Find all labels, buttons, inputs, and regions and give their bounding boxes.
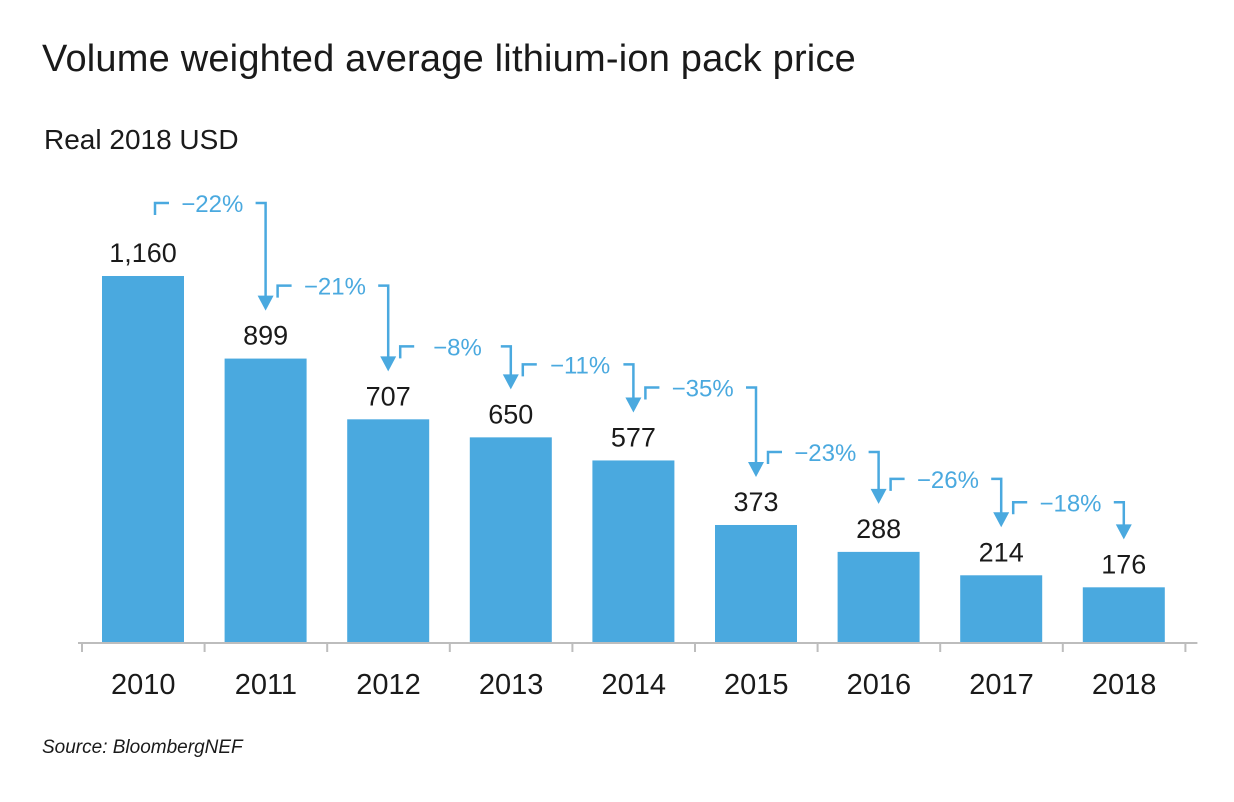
value-label-2015: 373 xyxy=(733,487,778,517)
change-2012-2013-bracket-right xyxy=(500,345,513,376)
x-tick-label-2011: 2011 xyxy=(235,669,297,701)
change-2014-2015-arrow xyxy=(748,461,764,477)
value-label-2018: 176 xyxy=(1101,549,1146,579)
change-2010-2011-bracket-right xyxy=(255,201,267,297)
value-label-2014: 577 xyxy=(611,422,656,452)
bar-2010 xyxy=(102,276,184,643)
x-tick-label-2014: 2014 xyxy=(601,669,666,701)
change-2014-2015-bracket-right xyxy=(746,386,758,463)
change-2013-2014-label: −11% xyxy=(550,352,610,379)
change-2017-2018-bracket-right xyxy=(1113,501,1126,526)
change-2014-2015-label: −35% xyxy=(672,375,734,402)
change-2015-2016-label: −23% xyxy=(794,440,856,467)
change-2015-2016-bracket-left xyxy=(766,450,782,464)
source-note: Source: BloombergNEF xyxy=(42,737,243,758)
change-2017-2018-label: −18% xyxy=(1039,490,1101,517)
x-tick-label-2018: 2018 xyxy=(1092,669,1157,701)
chart-subtitle: Real 2018 USD xyxy=(44,124,239,155)
chart-title: Volume weighted average lithium-ion pack… xyxy=(42,38,856,80)
change-2013-2014-bracket-right xyxy=(623,363,635,399)
bar-2016 xyxy=(837,551,920,643)
change-2012-2013-label: −8% xyxy=(433,334,482,361)
change-2010-2011-label: −22% xyxy=(181,191,243,218)
change-2011-2012-bracket-right xyxy=(378,284,390,358)
change-2016-2017-arrow xyxy=(993,512,1010,528)
x-tick-label-2015: 2015 xyxy=(724,669,789,701)
change-2017-2018-arrow xyxy=(1115,524,1132,540)
x-tick-label-2017: 2017 xyxy=(969,669,1034,701)
value-label-2016: 288 xyxy=(856,514,901,544)
change-2013-2014-bracket-left xyxy=(521,363,537,377)
bar-2015 xyxy=(715,524,797,643)
bar-2018 xyxy=(1082,587,1165,643)
x-tick-label-2013: 2013 xyxy=(479,669,544,701)
bar-2012 xyxy=(347,419,430,643)
change-2016-2017-label: −26% xyxy=(917,467,979,494)
change-2011-2012-bracket-left xyxy=(276,284,292,298)
change-2015-2016-arrow xyxy=(870,488,887,504)
change-2011-2012-label: −21% xyxy=(304,274,366,301)
change-2011-2012-arrow xyxy=(380,356,397,372)
change-2017-2018-bracket-left xyxy=(1011,501,1028,515)
change-2010-2011-bracket-left xyxy=(153,201,169,215)
bar-2014 xyxy=(592,460,675,643)
value-label-2012: 707 xyxy=(366,381,411,411)
bar-2017 xyxy=(960,575,1043,643)
value-label-2011: 899 xyxy=(243,321,288,351)
value-label-2017: 214 xyxy=(979,537,1024,567)
change-2014-2015-bracket-left xyxy=(644,386,660,400)
change-2010-2011-arrow xyxy=(257,295,274,311)
change-2013-2014-arrow xyxy=(625,397,642,413)
bar-2013 xyxy=(469,437,552,643)
x-tick-label-2010: 2010 xyxy=(111,669,176,701)
change-2012-2013-bracket-left xyxy=(398,345,415,359)
x-tick-label-2012: 2012 xyxy=(356,669,421,701)
bar-2011 xyxy=(224,358,307,643)
change-2016-2017-bracket-right xyxy=(991,477,1003,514)
value-label-2013: 650 xyxy=(488,399,533,429)
change-2015-2016-bracket-right xyxy=(868,450,880,490)
value-label-2010: 1,160 xyxy=(109,238,177,268)
change-2012-2013-arrow xyxy=(502,374,519,390)
change-2016-2017-bracket-left xyxy=(889,477,905,491)
x-tick-label-2016: 2016 xyxy=(847,669,912,701)
